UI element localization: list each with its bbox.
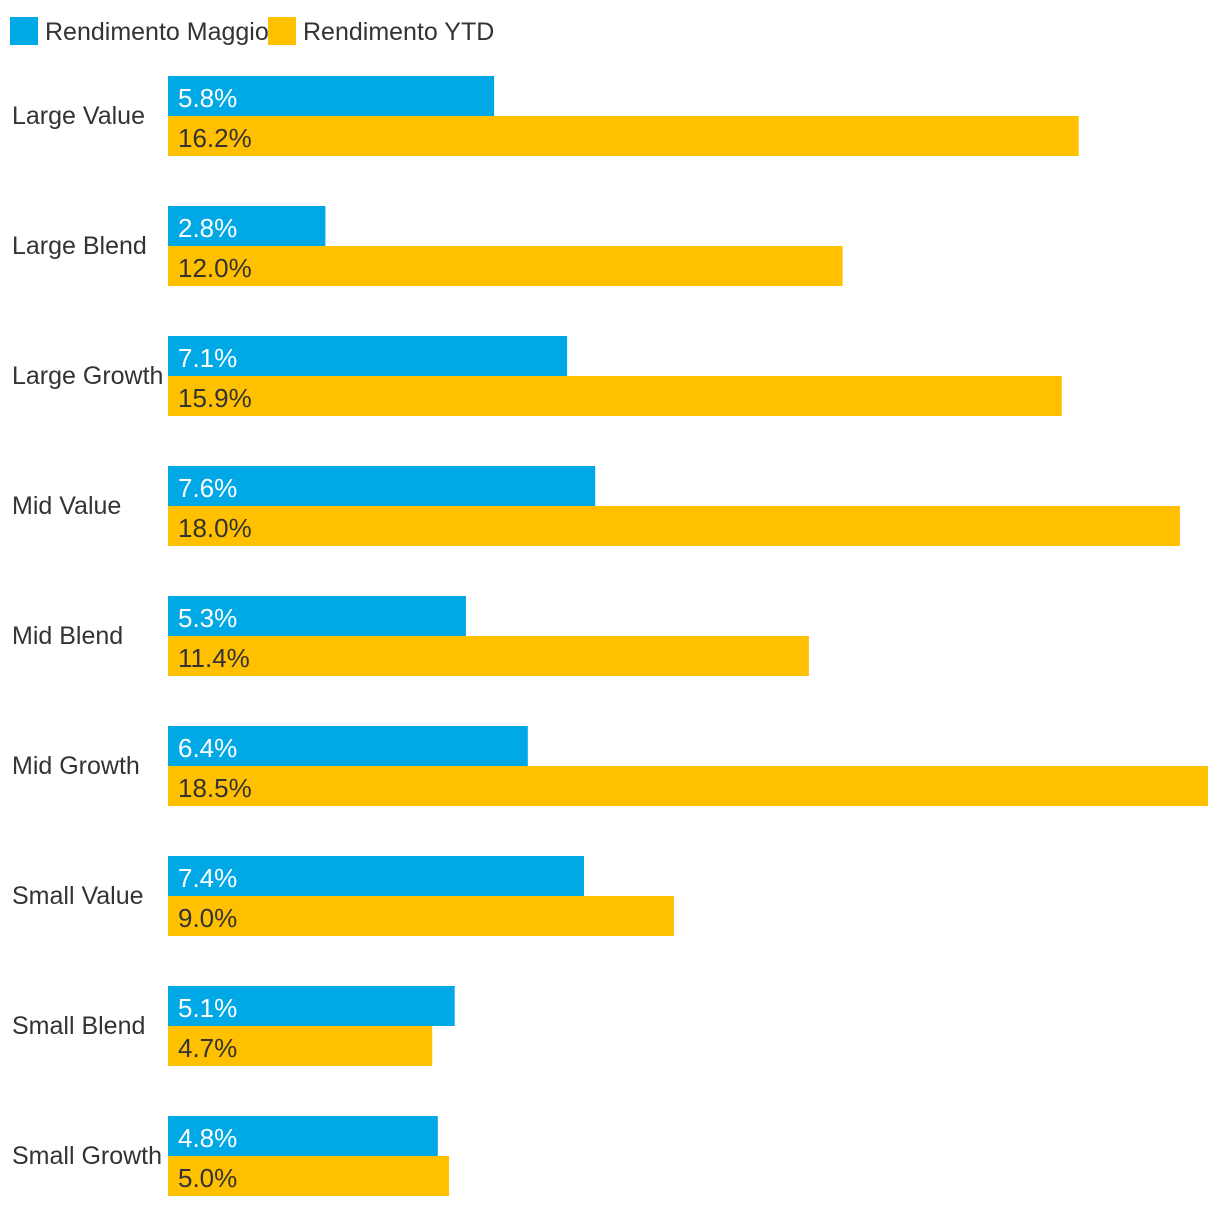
data-label: 7.4% [178,863,237,893]
data-label: 7.6% [178,473,237,503]
data-label: 5.8% [178,83,237,113]
data-label: 6.4% [178,733,237,763]
category-label: Large Blend [12,232,147,260]
data-label: 4.8% [178,1123,237,1153]
category-label: Small Growth [12,1142,162,1170]
bar-maggio [168,726,528,766]
bar-ytd [168,246,843,286]
data-label: 2.8% [178,213,237,243]
bar-maggio [168,76,495,116]
bar-ytd [168,766,1208,806]
bar-maggio [168,856,584,896]
bar-maggio [168,986,455,1026]
category-label: Large Growth [12,362,163,390]
category-label: Mid Value [12,492,121,520]
bar-ytd [168,1156,450,1196]
category-label: Large Value [12,102,145,130]
legend-label-1: Rendimento YTD [303,18,494,46]
bar-maggio [168,1116,438,1156]
data-label: 5.3% [178,603,237,633]
data-label: 15.9% [178,383,252,413]
category-label: Mid Growth [12,752,140,780]
bar-ytd [168,636,809,676]
data-label: 7.1% [178,343,237,373]
category-label: Small Blend [12,1012,145,1040]
bar-ytd [168,376,1062,416]
data-label: 11.4% [178,643,250,673]
bars: 5.8% 16.2% 2.8% 12.0% 7.1% 15.9% 7.6% 18.0% 5.3%… [168,76,1208,1196]
bar-ytd [168,1026,433,1066]
bar-maggio [168,596,466,636]
bar-maggio [168,206,326,246]
legend-swatch-0 [10,17,38,45]
data-label: 18.5% [178,773,252,803]
category-label: Small Value [12,882,144,910]
bar-ytd [168,896,674,936]
bar-maggio [168,336,568,376]
category-labels: Large Value Large Blend Large Growth Mid Va… [12,102,163,1170]
data-label: 9.0% [178,903,237,933]
legend: Rendimento Maggio Rendimento YTD [10,17,494,46]
data-label: 16.2% [178,123,252,153]
bar-ytd [168,116,1079,156]
bar-ytd [168,506,1180,546]
bar-maggio [168,466,596,506]
category-label: Mid Blend [12,622,123,650]
data-label: 12.0% [178,253,252,283]
legend-swatch-1 [268,17,296,45]
legend-label-0: Rendimento Maggio [45,18,269,46]
data-label: 18.0% [178,513,252,543]
data-label: 5.0% [178,1163,237,1193]
data-label: 5.1% [178,993,237,1023]
data-label: 4.7% [178,1033,237,1063]
